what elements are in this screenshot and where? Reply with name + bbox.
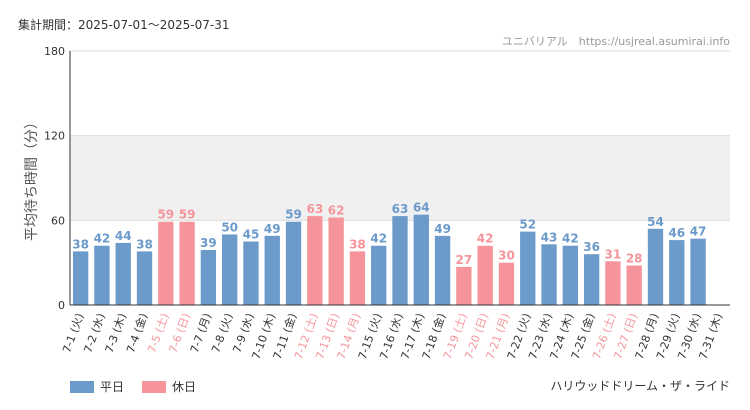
bar	[605, 261, 621, 305]
legend-swatch-holiday	[142, 380, 167, 393]
data-label: 31	[605, 247, 622, 261]
bar	[413, 214, 429, 305]
bar	[647, 228, 664, 305]
data-label: 42	[477, 232, 494, 246]
data-label: 63	[392, 202, 409, 216]
data-label: 28	[626, 251, 643, 265]
bar	[222, 234, 238, 305]
data-label: 46	[668, 226, 685, 240]
data-label: 38	[136, 237, 153, 251]
bar	[626, 265, 642, 305]
legend-item-weekday: 平日	[70, 378, 124, 395]
bar	[392, 216, 408, 305]
bar	[520, 231, 536, 305]
bar	[477, 245, 493, 305]
bar	[285, 221, 302, 305]
bar	[434, 235, 451, 305]
bar	[349, 251, 366, 305]
data-label: 38	[349, 237, 366, 251]
bar	[328, 217, 344, 305]
bar	[94, 245, 110, 305]
data-label: 52	[519, 218, 536, 232]
legend: 平日 休日	[70, 378, 214, 395]
data-label: 64	[413, 201, 430, 215]
data-label: 54	[647, 215, 664, 229]
legend-label-weekday: 平日	[100, 380, 125, 394]
legend-label-holiday: 休日	[172, 380, 197, 394]
data-label: 27	[456, 253, 473, 267]
bar	[583, 254, 600, 305]
bar	[115, 242, 131, 305]
y-axis-label: 平均待ち時間（分）	[24, 115, 40, 241]
data-label: 50	[221, 220, 238, 234]
bar	[264, 235, 280, 305]
data-label: 42	[370, 232, 387, 246]
data-label: 59	[285, 208, 302, 222]
data-label: 59	[157, 208, 174, 222]
bar	[158, 221, 174, 305]
bar	[136, 251, 153, 305]
data-label: 63	[306, 202, 323, 216]
attraction-name: ハリウッドドリーム・ザ・ライド	[550, 379, 730, 393]
bar	[243, 241, 259, 305]
data-label: 30	[498, 249, 515, 263]
bar	[307, 216, 323, 305]
bar	[498, 262, 515, 305]
bar	[562, 245, 578, 305]
y-tick-label: 60	[51, 214, 65, 227]
bar	[371, 245, 387, 305]
bar	[200, 249, 217, 305]
bar	[669, 240, 685, 305]
data-label: 42	[562, 232, 579, 246]
data-label: 44	[115, 229, 132, 243]
data-label: 39	[200, 236, 217, 250]
data-label: 49	[264, 222, 281, 236]
period-label: 集計期間：2025-07-01～2025-07-31	[18, 18, 230, 32]
legend-item-holiday: 休日	[142, 378, 196, 395]
data-label: 45	[243, 228, 260, 242]
bar	[541, 244, 557, 305]
data-label: 42	[94, 232, 111, 246]
y-tick-label: 0	[58, 299, 65, 312]
data-label: 47	[690, 225, 707, 239]
legend-swatch-weekday	[70, 380, 94, 393]
data-label: 38	[72, 237, 89, 251]
data-label: 59	[179, 208, 196, 222]
site-credit: ユニバリアル https://usjreal.asumirai.info	[501, 35, 730, 48]
data-label: 43	[541, 230, 558, 244]
bar	[456, 266, 472, 305]
bar	[690, 238, 706, 305]
y-tick-label: 180	[44, 45, 65, 58]
data-label: 36	[583, 240, 600, 254]
y-tick-label: 120	[44, 130, 65, 143]
bar	[179, 221, 195, 305]
band-60-120	[70, 135, 730, 221]
bar	[72, 251, 89, 305]
data-label: 62	[328, 204, 345, 218]
data-label: 49	[434, 222, 451, 236]
